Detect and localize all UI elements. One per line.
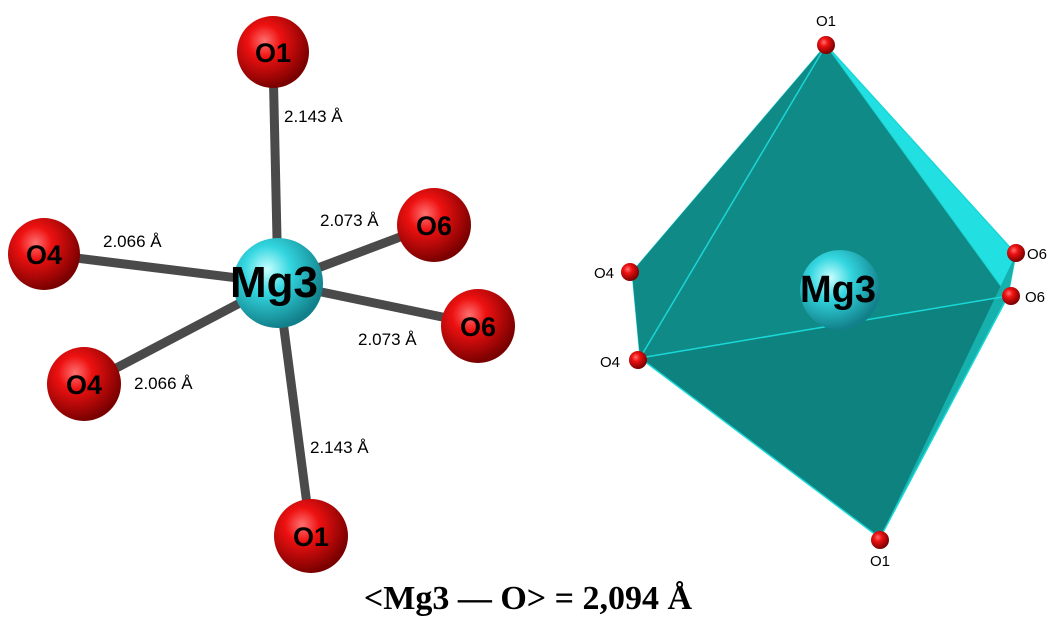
polyhedron-vertex-labels: O1 O6 O6 O4 O4 O1 (594, 13, 1047, 570)
vlabel-o1-bottom: O1 (870, 553, 890, 570)
vlabel-o6-lower: O6 (1025, 289, 1045, 306)
polyhedron-model: Mg3 O1 O6 O6 O4 O4 O1 (594, 13, 1047, 570)
poly-mg3-label: Mg3 (800, 269, 876, 311)
mean-bond-length-caption: <Mg3 — O> = 2,094 Å (363, 580, 693, 617)
o1-top-label: O1 (255, 38, 291, 68)
vertex-o4-upper (621, 263, 639, 281)
vertex-o6-lower (1002, 287, 1020, 305)
o6-upper-label: O6 (416, 211, 452, 241)
bond-labels: 2.143 Å 2.073 Å 2.066 Å 2.073 Å 2.066 Å … (103, 107, 417, 457)
atom-o4-lower: O4 (47, 347, 121, 421)
edge-o1-o6 (825, 44, 1017, 255)
face-right-lower (880, 254, 1016, 538)
edge-o6-o1b (879, 295, 1009, 539)
o1-bottom-sphere (274, 499, 348, 573)
o1-top-sphere (237, 16, 309, 88)
bond-label-o6-upper: 2.073 Å (320, 211, 379, 230)
mg3-sphere (233, 238, 323, 328)
atom-o1-top: O1 (237, 16, 309, 88)
vlabel-o4-upper: O4 (594, 265, 614, 282)
mg3-atom: Mg3 (230, 238, 323, 328)
bond-label-o6-lower: 2.073 Å (358, 330, 417, 349)
poly-mg3-sphere (800, 250, 880, 330)
o4-left-sphere (8, 218, 80, 290)
o1-bottom-label: O1 (293, 522, 329, 552)
atom-o4-left: O4 (8, 218, 80, 290)
vertex-o1-bottom (871, 531, 889, 549)
edge-o1-o4 (639, 44, 827, 359)
bond-label-o4-lower: 2.066 Å (134, 374, 193, 393)
mg3-label: Mg3 (230, 258, 318, 307)
vertex-o6-upper (1007, 244, 1025, 262)
vertex-o4-lower (629, 351, 647, 369)
face-left-strip (632, 45, 826, 358)
vlabel-o4-lower: O4 (600, 354, 620, 371)
polyhedron-edges (639, 44, 1017, 539)
bond-label-o4-left: 2.066 Å (103, 232, 162, 251)
polyhedron-vertices (621, 36, 1025, 549)
edge-o4-o1b (639, 357, 881, 539)
bond-label-o1-top: 2.143 Å (284, 107, 343, 126)
o4-left-label: O4 (26, 240, 62, 270)
o6-lower-sphere (441, 289, 515, 363)
atom-o6-upper: O6 (397, 188, 471, 262)
atom-o1-bottom: O1 (274, 499, 348, 573)
vertex-o1-top (817, 36, 835, 54)
atom-o6-lower: O6 (441, 289, 515, 363)
o4-lower-label: O4 (66, 370, 102, 400)
vlabel-o1-top: O1 (816, 13, 836, 30)
edge-o4-o6 (639, 295, 1009, 359)
o6-lower-label: O6 (460, 312, 496, 342)
o4-lower-sphere (47, 347, 121, 421)
bond-label-o1-bottom: 2.143 Å (310, 438, 369, 457)
ball-and-stick-model: 2.143 Å 2.073 Å 2.066 Å 2.073 Å 2.066 Å … (8, 16, 515, 573)
polyhedron-center: Mg3 (800, 250, 880, 330)
o6-upper-sphere (397, 188, 471, 262)
vlabel-o6-upper: O6 (1027, 246, 1047, 263)
